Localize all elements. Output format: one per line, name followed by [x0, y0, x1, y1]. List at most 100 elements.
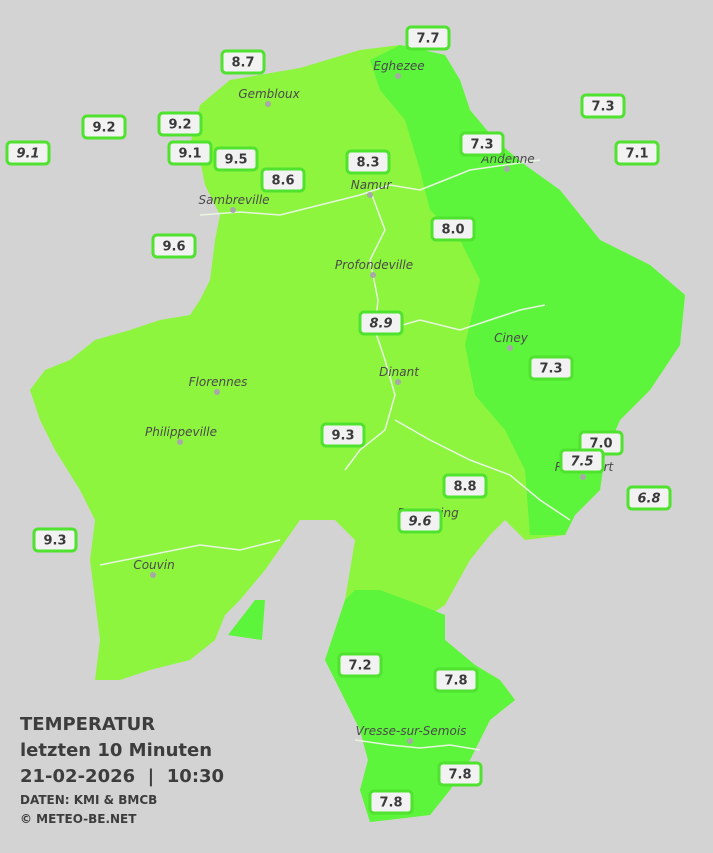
city-label: Dinant: [379, 365, 420, 379]
station-value: 8.8: [453, 480, 476, 495]
station: 7.2: [337, 652, 383, 678]
city-dot: [407, 738, 413, 744]
city-dot: [230, 207, 236, 213]
city-label: Philippeville: [145, 425, 217, 439]
station-value: 7.3: [539, 362, 562, 377]
river: [384, 304, 546, 331]
rivers: [99, 159, 571, 751]
station: 9.3: [320, 422, 366, 448]
station-value: 8.6: [271, 174, 294, 189]
city-layer: EghezeeGemblouxAndenneNamurSambrevillePr…: [133, 59, 615, 744]
station-value: 9.3: [331, 429, 354, 444]
station: 7.3: [528, 355, 574, 381]
city-label: Namur: [351, 178, 393, 192]
station: 7.7: [405, 25, 451, 51]
station-box: [433, 667, 479, 693]
station: 6.8: [626, 485, 672, 511]
station-box: [368, 789, 414, 815]
station-box: [81, 114, 127, 140]
river: [394, 419, 571, 521]
station-box: [626, 485, 672, 511]
station-box: [405, 25, 451, 51]
station-value: 7.7: [416, 32, 439, 47]
station-box: [220, 49, 266, 75]
station-value: 9.6: [408, 515, 431, 530]
city-dot: [370, 272, 376, 278]
station: 9.3: [32, 527, 78, 553]
river: [344, 194, 396, 471]
river: [354, 739, 481, 751]
city-dot: [177, 439, 183, 445]
station-box: [614, 140, 660, 166]
station: 9.6: [151, 233, 197, 259]
datetime: 21-02-2026 | 10:30: [20, 766, 224, 787]
title: TEMPERATUR: [20, 714, 155, 735]
subtitle: letzten 10 Minuten: [20, 740, 212, 761]
station-value: 8.9: [369, 317, 392, 332]
station-value: 9.2: [168, 118, 191, 133]
city-dot: [507, 345, 513, 351]
station-box: [580, 93, 626, 119]
station: 9.1: [5, 140, 51, 166]
station: 7.8: [368, 789, 414, 815]
station: 7.3: [459, 131, 505, 157]
station-value: 9.2: [92, 121, 115, 136]
city-dot: [504, 166, 510, 172]
city-label: Vresse-sur-Semois: [356, 724, 467, 738]
city-label: Couvin: [133, 558, 174, 572]
city-dot: [265, 101, 271, 107]
station: 7.3: [580, 93, 626, 119]
station-value: 8.0: [441, 223, 464, 238]
station-box: [157, 111, 203, 137]
station: 9.2: [157, 111, 203, 137]
station-value: 7.2: [348, 659, 371, 674]
city-label: Eghezee: [373, 59, 424, 73]
station: 8.7: [220, 49, 266, 75]
station: 7.8: [437, 761, 483, 787]
city-dot: [580, 474, 586, 480]
station: 7.8: [433, 667, 479, 693]
city-label: Profondeville: [335, 258, 413, 272]
station: 8.6: [260, 167, 306, 193]
city-dot: [395, 379, 401, 385]
station-box: [528, 355, 574, 381]
station: 9.5: [213, 146, 259, 172]
station-value: 9.1: [178, 147, 201, 162]
station-value: 7.8: [379, 796, 402, 811]
station-box: [337, 652, 383, 678]
station: 9.1: [167, 140, 213, 166]
city-label: Ciney: [494, 331, 529, 345]
station: 8.8: [442, 473, 488, 499]
station-value: 7.3: [470, 138, 493, 153]
station-box: [260, 167, 306, 193]
station: 8.9: [358, 310, 404, 336]
station-value: 9.5: [224, 153, 247, 168]
city-dot: [367, 192, 373, 198]
station-box: [437, 761, 483, 787]
station: 8.3: [345, 149, 391, 175]
region-cool-south: [325, 590, 515, 822]
station-box: [358, 310, 404, 336]
region-cool-east: [370, 45, 685, 535]
station-box: [442, 473, 488, 499]
city-label: Florennes: [189, 375, 248, 389]
station-value: 6.8: [637, 492, 660, 507]
station-value: 7.8: [448, 768, 471, 783]
station-value: 9.6: [162, 240, 185, 255]
source: DATEN: KMI & BMCB: [20, 793, 157, 807]
city-label: Sambreville: [198, 193, 269, 207]
station-box: [32, 527, 78, 553]
station-value: 8.7: [231, 56, 254, 71]
station-box: [151, 233, 197, 259]
station-box: [459, 131, 505, 157]
station-box: [559, 448, 605, 474]
station-value: 7.1: [625, 147, 648, 162]
station-box: [345, 149, 391, 175]
station-box: [5, 140, 51, 166]
station-box: [320, 422, 366, 448]
station-box: [397, 508, 443, 534]
station: 9.6: [397, 508, 443, 534]
station-box: [167, 140, 213, 166]
